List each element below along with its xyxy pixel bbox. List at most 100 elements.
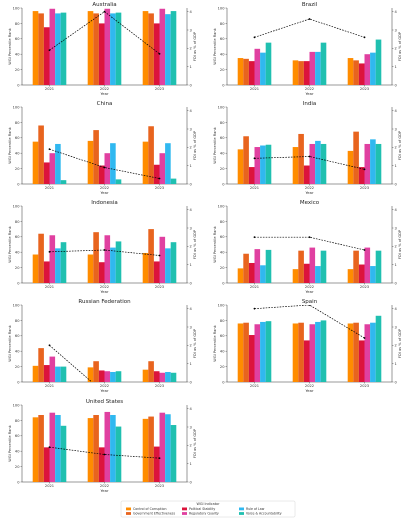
y-tick-label: 100 <box>13 204 21 208</box>
y2-tick-label: 1 <box>395 263 397 267</box>
bar <box>298 250 304 283</box>
y-tick-label: 60 <box>15 434 20 438</box>
y-tick-label: 20 <box>220 266 225 270</box>
fdi-point <box>158 52 161 55</box>
y2-tick-label: 0 <box>395 182 398 186</box>
bar <box>110 13 116 86</box>
bar <box>148 13 154 86</box>
legend-swatch <box>126 507 131 511</box>
bar <box>260 265 266 283</box>
fdi-point <box>308 155 311 158</box>
chart-panel: Brazil 0 20 40 60 80 100 0 1 2 3 4 WGI Percentile Ra… <box>213 2 402 96</box>
bar <box>165 143 171 184</box>
bar <box>303 340 310 382</box>
bar <box>237 149 244 184</box>
y2-tick-label: 4 <box>190 307 193 311</box>
y-tick-label: 0 <box>17 380 20 384</box>
x-tick-label: 2022 <box>305 384 314 388</box>
bar <box>298 322 304 382</box>
bar <box>248 61 255 85</box>
y-tick-label: 80 <box>220 121 225 125</box>
y2-tick-label: 4 <box>190 10 193 14</box>
y2-tick-label: 1 <box>190 263 192 267</box>
bar <box>87 418 94 482</box>
fdi-line <box>49 249 160 256</box>
y2-tick-label: 0 <box>190 83 193 87</box>
bar <box>153 164 160 184</box>
x-tick-label: 2022 <box>100 384 109 388</box>
fdi-point <box>48 49 51 52</box>
bar <box>60 242 67 283</box>
bar <box>370 266 376 283</box>
bar <box>153 446 160 482</box>
y-tick-label: 60 <box>220 37 225 41</box>
legend-box <box>120 500 296 518</box>
x-axis-label: Year <box>100 289 108 294</box>
legend-swatch <box>239 507 244 511</box>
bar <box>248 335 255 382</box>
fdi-series <box>253 305 366 339</box>
bar <box>265 42 272 85</box>
legend-label: Regulatory Quality <box>189 512 219 516</box>
x-tick-label: 2021 <box>45 384 54 388</box>
y2-tick-label: 1 <box>395 164 397 168</box>
bar <box>115 12 122 85</box>
y-tick-label: 40 <box>15 152 20 156</box>
x-axis-label: Year <box>100 190 108 195</box>
bar <box>104 235 111 283</box>
fdi-point <box>158 457 161 460</box>
x-axis-label: Year <box>305 289 313 294</box>
y-tick-label: 0 <box>17 83 20 87</box>
fdi-point <box>103 453 106 456</box>
bar <box>49 153 56 184</box>
bar <box>98 262 105 283</box>
y2-tick-label: 4 <box>395 307 398 311</box>
bar <box>243 253 249 283</box>
bar <box>153 23 160 85</box>
bar <box>93 415 99 482</box>
panel-title: Brazil <box>302 2 318 8</box>
y-tick-label: 100 <box>13 403 21 407</box>
fdi-point <box>363 168 366 171</box>
y2-tick-label: 1 <box>190 164 192 168</box>
x-tick-label: 2022 <box>100 186 109 190</box>
y-tick-label: 80 <box>220 22 225 26</box>
legend-label: Rule of Law <box>246 507 265 511</box>
x-axis-label: Year <box>305 388 313 393</box>
fdi-point <box>363 337 366 339</box>
bar <box>148 361 154 382</box>
chart-panel: Indonesia 0 20 40 60 80 100 0 1 2 3 4 WGI Percentile… <box>8 200 197 294</box>
fdi-point <box>48 148 51 151</box>
y2-tick-label: 2 <box>190 444 192 448</box>
bar <box>98 23 105 85</box>
bar <box>165 248 171 283</box>
y-axis-label: WGI Percentile Rank <box>213 324 217 361</box>
bar <box>315 321 321 382</box>
bar <box>49 356 56 382</box>
bar <box>87 367 94 382</box>
bar <box>104 411 111 482</box>
bar <box>260 145 266 184</box>
bar <box>110 247 116 283</box>
y-tick-label: 20 <box>15 365 20 369</box>
bar <box>49 412 56 482</box>
panel-title: Spain <box>302 299 318 305</box>
y-tick-label: 0 <box>17 281 20 285</box>
bar <box>358 340 365 382</box>
y2-tick-label: 2 <box>190 245 192 249</box>
x-tick-label: 2022 <box>100 87 109 91</box>
bar <box>347 323 354 382</box>
y2-tick-label: 4 <box>395 10 398 14</box>
bar <box>260 321 266 382</box>
y-tick-label: 0 <box>222 182 225 186</box>
bar <box>43 27 50 85</box>
bar <box>292 323 299 382</box>
bar <box>364 247 371 283</box>
bar <box>55 13 61 86</box>
y2-tick-label: 0 <box>395 281 398 285</box>
bar <box>32 254 39 283</box>
bar <box>375 143 382 184</box>
x-tick-label: 2023 <box>155 186 164 190</box>
x-tick-label: 2021 <box>250 186 259 190</box>
y-axis-label: WGI Percentile Rank <box>8 324 12 361</box>
